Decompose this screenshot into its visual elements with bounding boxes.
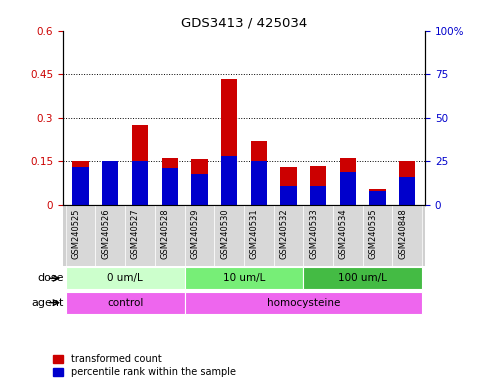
FancyBboxPatch shape [185, 267, 303, 289]
Text: GSM240534: GSM240534 [339, 208, 348, 259]
Text: GSM240528: GSM240528 [161, 208, 170, 259]
Text: agent: agent [31, 298, 63, 308]
Text: GSM240532: GSM240532 [280, 208, 288, 259]
Legend: transformed count, percentile rank within the sample: transformed count, percentile rank withi… [53, 354, 236, 377]
Bar [340, 172, 356, 205]
FancyBboxPatch shape [155, 205, 185, 266]
FancyBboxPatch shape [66, 267, 185, 289]
Bar [369, 191, 386, 205]
Bar [161, 169, 178, 205]
Text: 100 um/L: 100 um/L [338, 273, 387, 283]
Text: GSM240526: GSM240526 [101, 208, 110, 259]
Bar [369, 189, 386, 205]
FancyBboxPatch shape [66, 205, 96, 266]
Bar [191, 159, 208, 205]
FancyBboxPatch shape [273, 205, 303, 266]
Text: control: control [107, 298, 143, 308]
FancyBboxPatch shape [125, 205, 155, 266]
Bar [102, 161, 118, 205]
Bar [340, 158, 356, 205]
FancyBboxPatch shape [214, 205, 244, 266]
Text: GSM240848: GSM240848 [398, 208, 407, 259]
Text: GSM240533: GSM240533 [309, 208, 318, 259]
Bar [191, 174, 208, 205]
FancyBboxPatch shape [185, 292, 422, 314]
Title: GDS3413 / 425034: GDS3413 / 425034 [181, 17, 307, 30]
FancyBboxPatch shape [66, 292, 185, 314]
Bar [161, 158, 178, 205]
Text: 10 um/L: 10 um/L [223, 273, 265, 283]
Text: homocysteine: homocysteine [267, 298, 340, 308]
Bar [251, 161, 267, 205]
FancyBboxPatch shape [333, 205, 363, 266]
FancyBboxPatch shape [303, 267, 422, 289]
FancyBboxPatch shape [244, 205, 273, 266]
FancyBboxPatch shape [303, 205, 333, 266]
FancyBboxPatch shape [185, 205, 214, 266]
Text: GSM240531: GSM240531 [250, 208, 259, 259]
Bar [221, 79, 237, 205]
FancyBboxPatch shape [363, 205, 392, 266]
Bar [72, 161, 89, 205]
Bar [280, 186, 297, 205]
Text: GSM240529: GSM240529 [190, 208, 199, 258]
Bar [280, 167, 297, 205]
Text: GSM240535: GSM240535 [369, 208, 378, 259]
Text: GSM240525: GSM240525 [71, 208, 81, 258]
Bar [132, 161, 148, 205]
Bar [399, 161, 415, 205]
Bar [221, 156, 237, 205]
Bar [310, 186, 327, 205]
Text: 0 um/L: 0 um/L [107, 273, 143, 283]
Bar [72, 167, 89, 205]
Bar [310, 166, 327, 205]
Bar [102, 161, 118, 205]
FancyBboxPatch shape [96, 205, 125, 266]
Bar [399, 177, 415, 205]
Text: dose: dose [37, 273, 63, 283]
Bar [251, 141, 267, 205]
FancyBboxPatch shape [392, 205, 422, 266]
Text: GSM240530: GSM240530 [220, 208, 229, 259]
Bar [132, 125, 148, 205]
Text: GSM240527: GSM240527 [131, 208, 140, 259]
